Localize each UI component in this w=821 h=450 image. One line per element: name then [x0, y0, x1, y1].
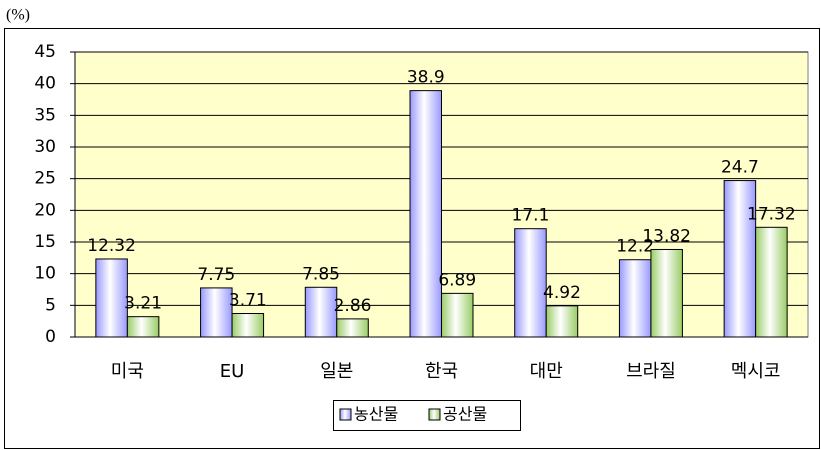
- y-tick-label: 5: [45, 295, 56, 315]
- y-tick-label: 40: [34, 74, 56, 94]
- bar: [755, 226, 788, 338]
- bar: [126, 316, 160, 338]
- value-label: 13.82: [642, 226, 691, 246]
- bar: [618, 259, 652, 338]
- value-label: 12.2: [616, 237, 654, 257]
- value-label: 7.85: [302, 264, 340, 284]
- y-tick-label: 30: [34, 137, 56, 157]
- y-tick-label: 35: [34, 105, 56, 125]
- y-tick-label: 10: [34, 264, 56, 284]
- value-label: 17.32: [747, 204, 796, 224]
- value-label: 7.75: [197, 265, 235, 285]
- y-tick-label: 45: [34, 42, 56, 62]
- legend-marker: [428, 408, 441, 421]
- bar: [650, 248, 683, 338]
- value-label: 24.7: [721, 158, 759, 178]
- bar: [95, 258, 128, 338]
- x-tick-label: 미국: [111, 361, 144, 382]
- y-tick-label: 15: [34, 232, 56, 252]
- x-tick-label: 대만: [530, 361, 563, 382]
- x-tick-label: 한국: [425, 361, 458, 382]
- value-label: 3.21: [124, 294, 162, 314]
- bar: [231, 313, 265, 338]
- y-unit: (%): [6, 7, 30, 24]
- bar: [545, 305, 579, 338]
- value-label: 17.1: [512, 206, 550, 226]
- value-label: 3.71: [229, 291, 267, 311]
- legend-box: [333, 400, 521, 431]
- value-label: 38.9: [407, 68, 445, 88]
- y-tick-label: 0: [45, 327, 56, 347]
- value-label: 6.89: [438, 270, 476, 290]
- x-tick-label: EU: [220, 361, 245, 382]
- bar: [336, 318, 369, 338]
- value-label: 2.86: [334, 296, 372, 316]
- legend-label: 공산물: [443, 405, 487, 424]
- x-tick-label: 일본: [320, 361, 353, 382]
- y-tick-label: 25: [34, 169, 56, 189]
- bar: [200, 287, 233, 338]
- y-tick-label: 20: [34, 200, 56, 220]
- bar: [441, 292, 474, 338]
- legend-marker: [339, 408, 352, 421]
- legend-label: 농산물: [354, 405, 398, 424]
- x-tick-label: 브라질: [626, 361, 676, 382]
- value-label: 12.32: [87, 236, 136, 256]
- bar: [409, 90, 442, 338]
- x-tick-label: 멕시코: [731, 361, 781, 382]
- bar: [514, 228, 547, 338]
- legend: 농산물 공산물: [333, 400, 521, 431]
- value-label: 4.92: [543, 283, 581, 303]
- bar: [304, 286, 338, 338]
